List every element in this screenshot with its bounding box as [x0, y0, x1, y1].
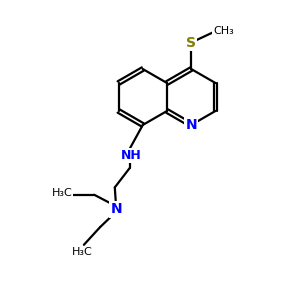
- Text: NH: NH: [121, 148, 141, 161]
- Text: CH₃: CH₃: [213, 26, 234, 36]
- Text: H₃C: H₃C: [51, 188, 72, 198]
- Text: N: N: [110, 202, 122, 217]
- Text: H₃C: H₃C: [72, 247, 93, 257]
- Text: N: N: [185, 118, 197, 132]
- Text: S: S: [186, 35, 196, 50]
